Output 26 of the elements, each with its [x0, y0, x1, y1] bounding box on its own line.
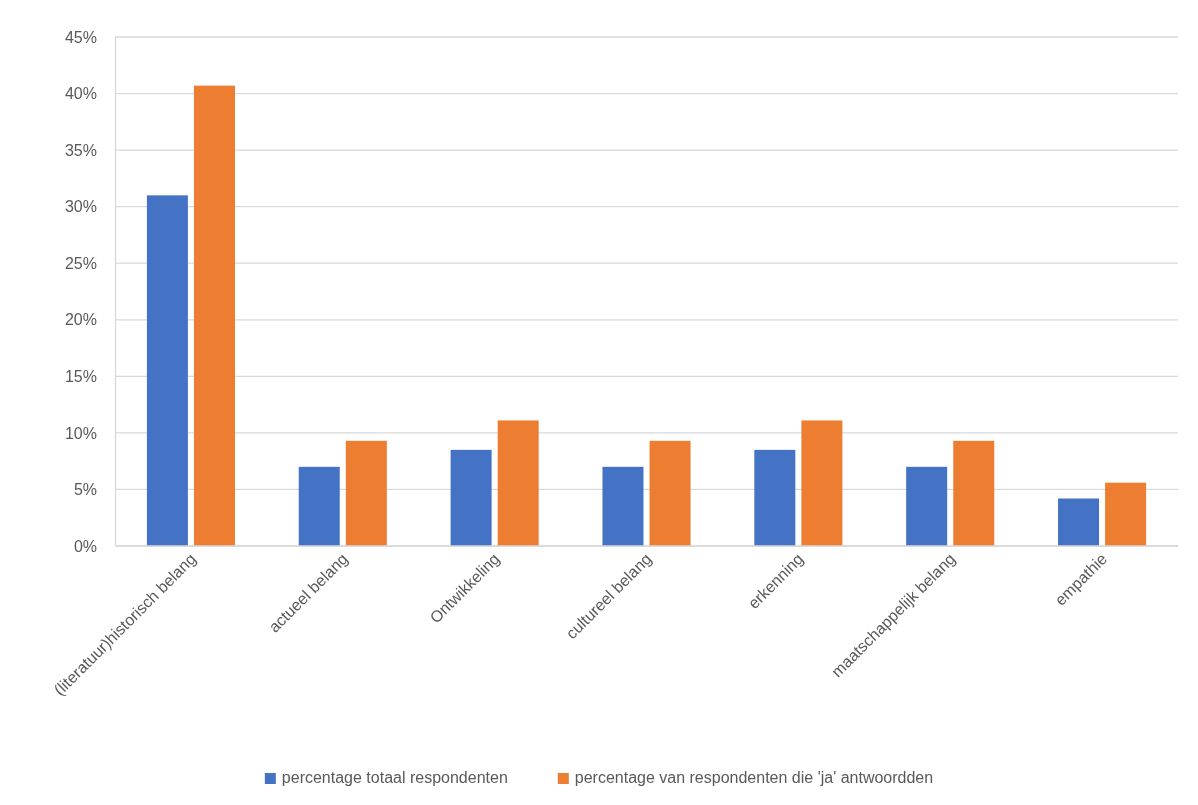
- legend-label: percentage totaal respondenten: [281, 769, 508, 786]
- y-tick-label: 35%: [64, 141, 97, 159]
- y-tick-label: 45%: [64, 28, 97, 46]
- bar: [298, 466, 340, 546]
- y-tick-label: 30%: [64, 198, 97, 216]
- y-tick-label: 15%: [64, 367, 97, 385]
- bar: [754, 449, 796, 546]
- y-tick-label: 10%: [64, 424, 97, 442]
- y-tick-label: 0%: [73, 537, 97, 555]
- legend-label: percentage van respondenten die 'ja' antwoordden: [574, 769, 934, 786]
- bar: [801, 420, 843, 546]
- bar: [602, 466, 644, 546]
- y-tick-label: 20%: [64, 311, 97, 329]
- bar: [345, 440, 387, 546]
- bar: [906, 466, 948, 546]
- y-tick-label: 5%: [73, 481, 97, 499]
- bar: [497, 420, 539, 546]
- y-tick-label: 25%: [64, 254, 97, 272]
- bar: [953, 440, 995, 546]
- bar: [146, 195, 188, 546]
- bar: [1058, 498, 1100, 546]
- bar: [450, 449, 492, 546]
- y-tick-label: 40%: [64, 85, 97, 103]
- bar: [1105, 482, 1147, 546]
- bar: [649, 440, 691, 546]
- bar: [193, 85, 235, 546]
